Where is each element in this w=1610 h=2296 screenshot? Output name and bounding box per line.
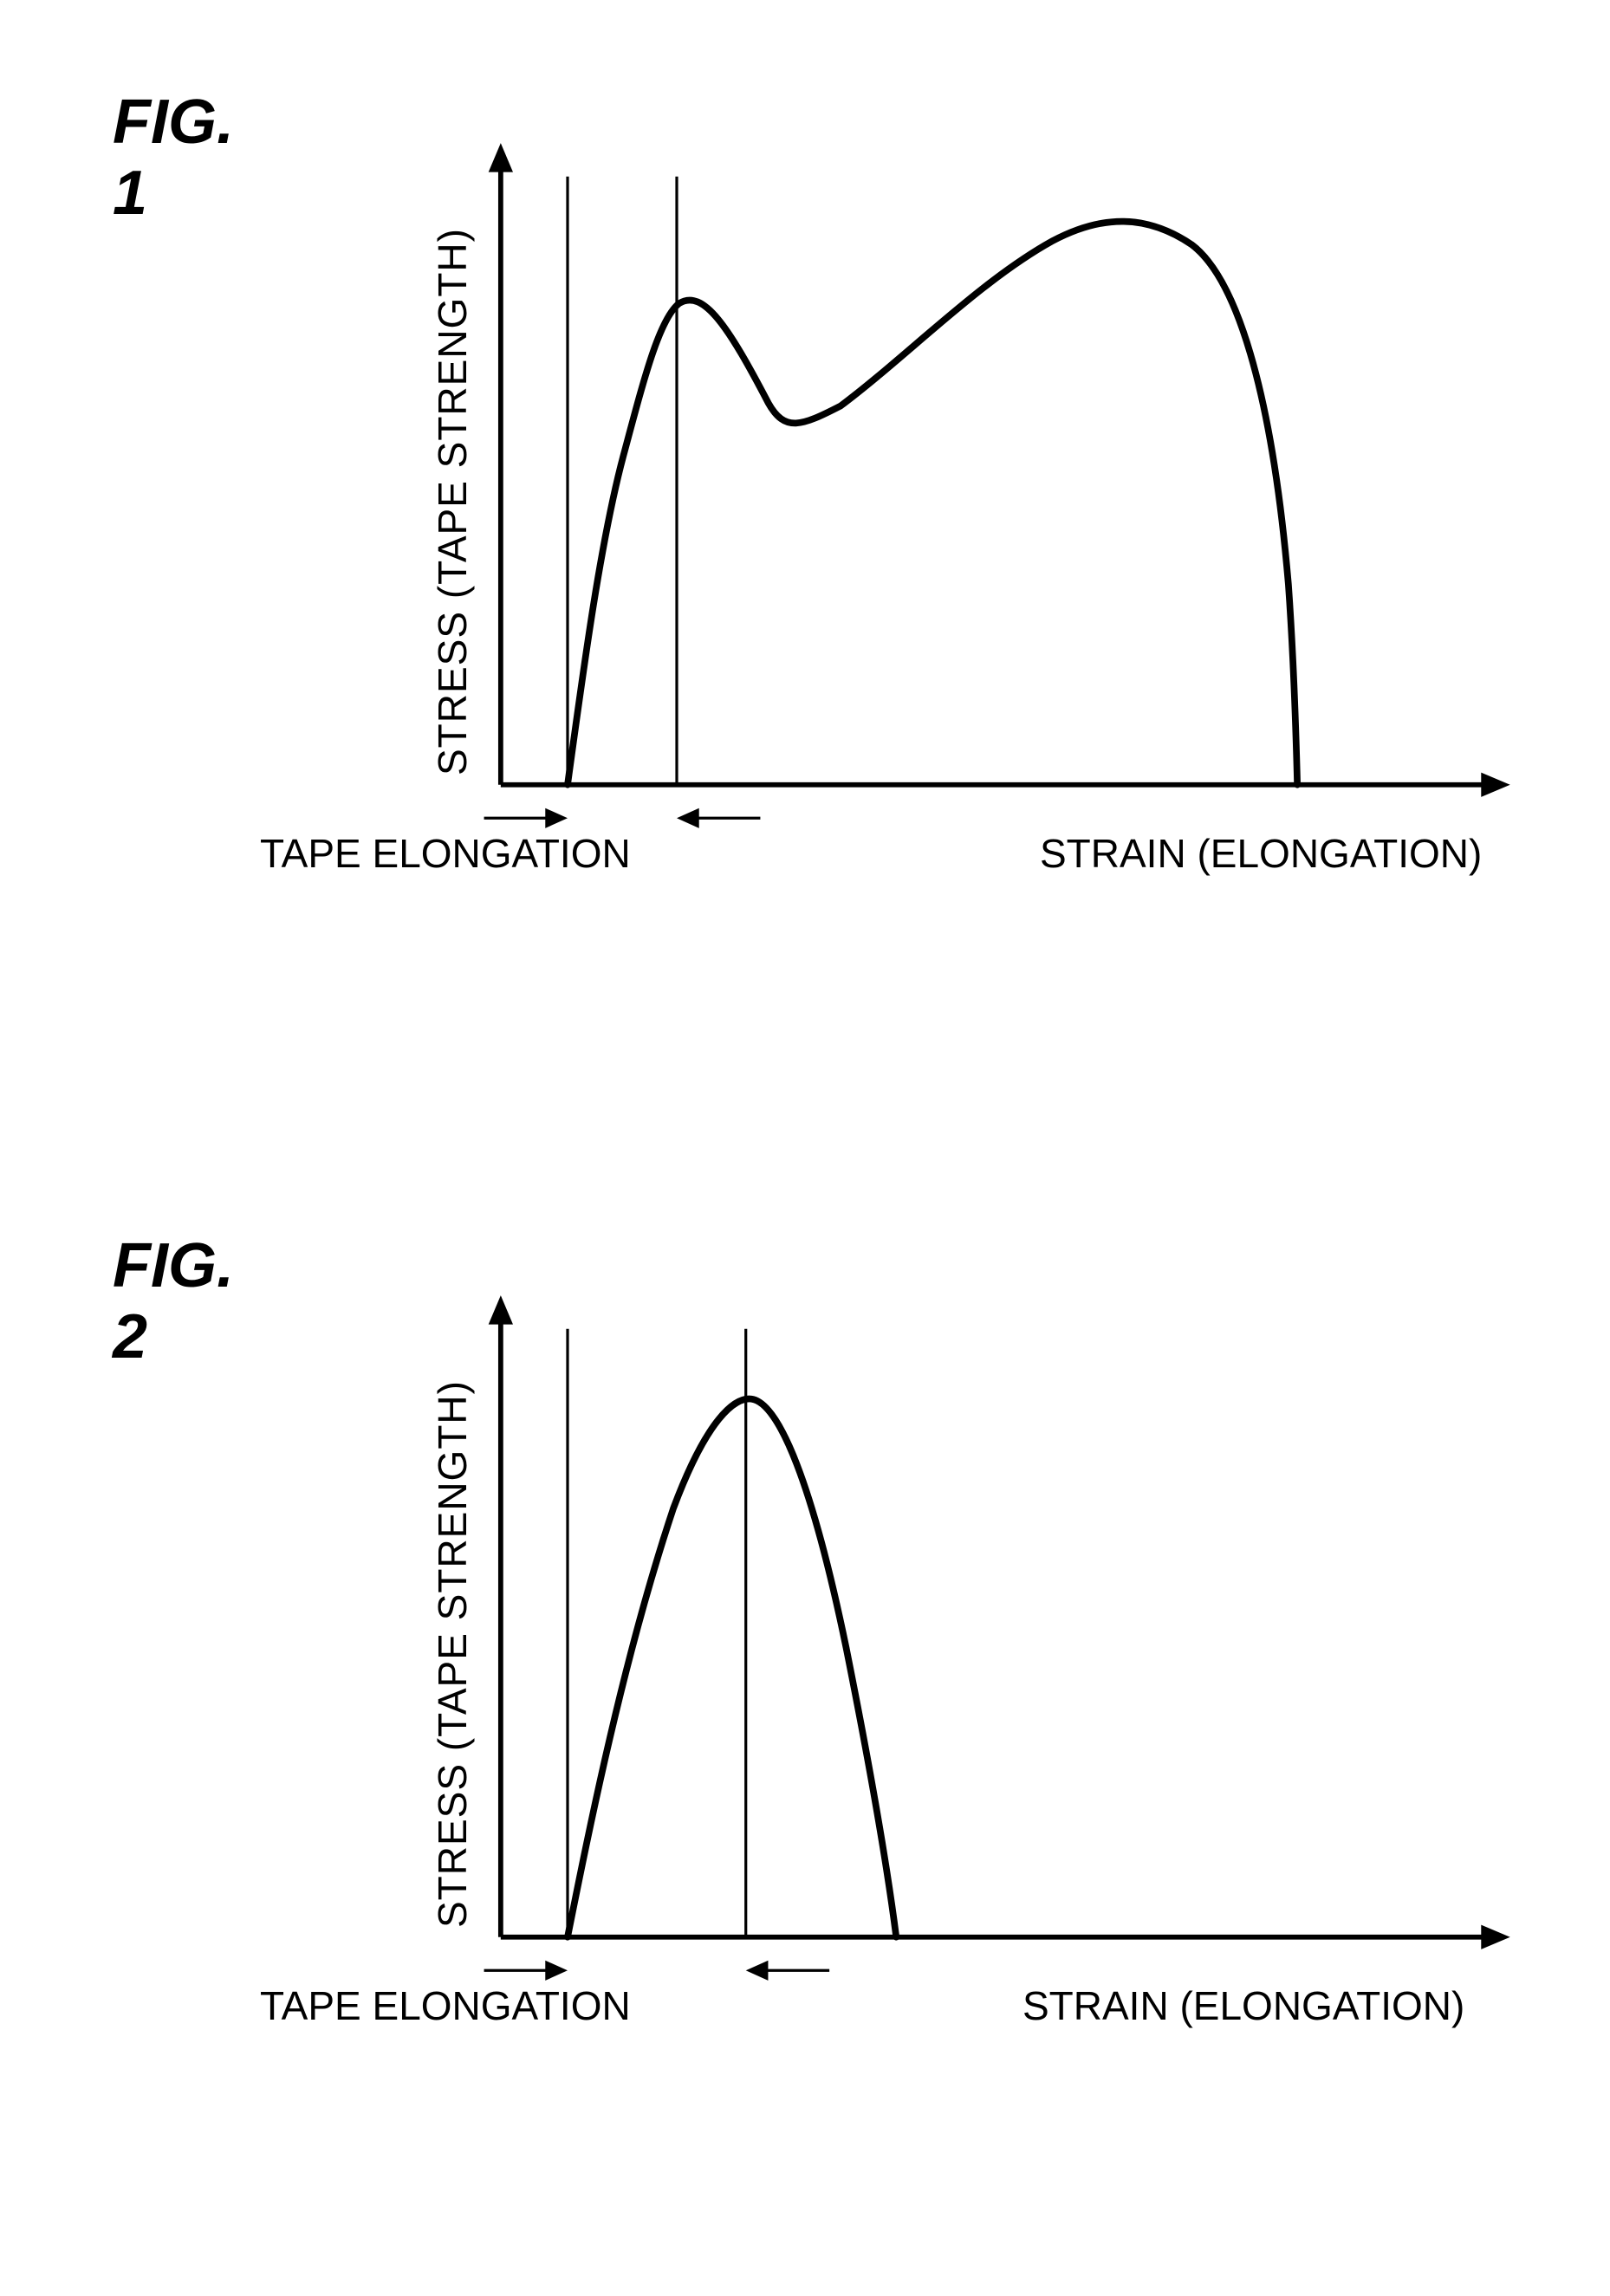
figure-2-y-axis-label: STRESS (TAPE STRENGTH): [429, 1380, 476, 1928]
figure-2-x-axis-label: STRAIN (ELONGATION): [1022, 1982, 1464, 2029]
figure-1-title: FIG. 1: [113, 87, 234, 229]
figure-2-tape-elongation-label: TAPE ELONGATION: [260, 1982, 631, 2029]
y-axis-arrowhead-icon: [489, 143, 513, 172]
dim-arrow-left-head-icon: [545, 808, 568, 828]
dim-arrow-right-head-icon: [746, 1961, 769, 1981]
dim-arrow-left-head-icon: [545, 1961, 568, 1981]
y-axis-arrowhead-icon: [489, 1295, 513, 1324]
x-axis-arrowhead-icon: [1481, 1925, 1509, 1949]
figure-1-chart: [373, 139, 1542, 918]
figure-1-y-axis-label: STRESS (TAPE STRENGTH): [429, 228, 476, 775]
figure-2-title: FIG. 2: [113, 1230, 234, 1372]
figure-2-chart: [373, 1291, 1542, 2071]
dim-arrow-right-head-icon: [677, 808, 699, 828]
x-axis-arrowhead-icon: [1481, 773, 1509, 797]
figure-1-tape-elongation-label: TAPE ELONGATION: [260, 830, 631, 877]
stress-strain-curve: [568, 1399, 896, 1937]
figure-1-x-axis-label: STRAIN (ELONGATION): [1040, 830, 1482, 877]
